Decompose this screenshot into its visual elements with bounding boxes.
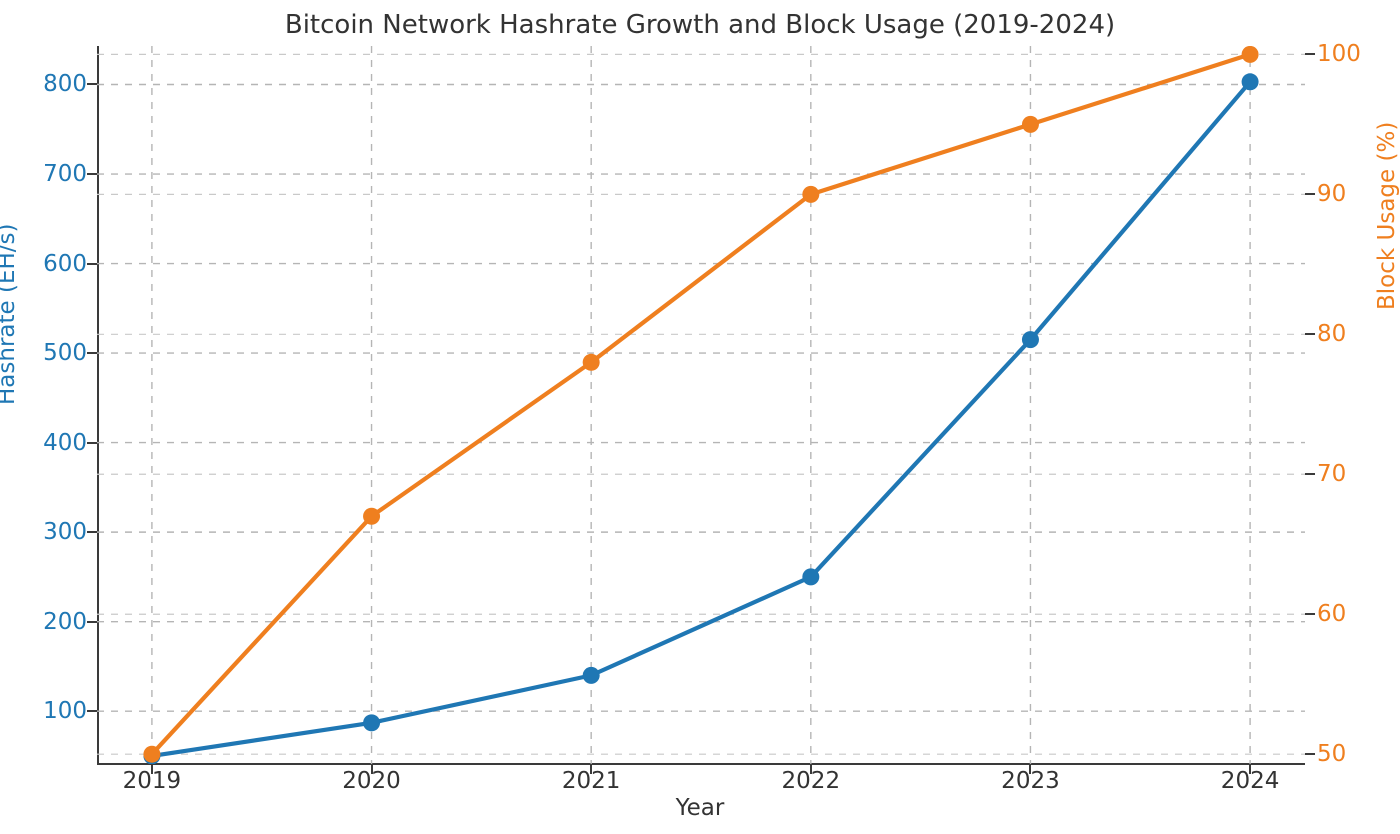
x-axis-spine [97,763,1305,765]
y-axis-right-tick-label: 70 [1317,461,1347,488]
data-point-1-3[interactable] [802,185,820,203]
y-axis-right-label: Block Usage (%) [1374,121,1400,310]
data-point-1-5[interactable] [1241,46,1259,63]
y-axis-right-tick-mark [1305,53,1315,56]
y-axis-left-tick-label: 700 [43,161,87,188]
data-point-0-5[interactable] [1241,73,1259,91]
data-point-1-1[interactable] [363,507,381,525]
data-point-1-2[interactable] [582,353,600,371]
plot-svg [97,46,1305,764]
grid-lines [97,46,1305,764]
y-axis-right-tick-label: 50 [1317,741,1347,768]
data-point-0-2[interactable] [582,666,600,684]
y-axis-left-tick-label: 200 [43,608,87,635]
x-axis-tick-mark [370,765,373,774]
y-axis-right-tick-mark [1305,473,1315,476]
x-axis-tick-mark [590,765,593,774]
plot-area [97,46,1305,764]
y-axis-right-tick-label: 80 [1317,321,1347,348]
y-axis-right-tick-mark [1305,193,1315,196]
y-axis-right-tick-mark [1305,333,1315,336]
y-axis-left-tick-mark [87,83,97,86]
y-axis-left-tick-mark [87,441,97,444]
y-axis-left-tick-mark [87,531,97,534]
x-axis-tick-mark [1249,765,1252,774]
y-axis-left-tick-mark [87,620,97,623]
y-axis-left-tick-label: 100 [43,698,87,725]
y-axis-left-tick-label: 500 [43,340,87,367]
x-axis-tick-mark [1029,765,1032,774]
y-axis-right-tick-mark [1305,753,1315,756]
chart-title: Bitcoin Network Hashrate Growth and Bloc… [284,10,1116,40]
y-axis-left-tick-label: 300 [43,519,87,546]
x-axis-tick-mark [150,765,153,774]
x-axis-tick-mark [809,765,812,774]
y-axis-right-tick-mark [1305,613,1315,616]
y-axis-left-tick-mark [87,352,97,355]
y-axis-left-tick-mark [87,710,97,713]
y-axis-left-tick-mark [87,262,97,265]
y-axis-left-label: Hashrate (EH/s) [0,223,20,405]
data-series-group [143,46,1259,764]
data-point-0-4[interactable] [1021,331,1039,349]
x-axis-label: Year [675,795,725,821]
series-line-0 [149,79,1253,759]
y-axis-right-tick-label: 60 [1317,601,1347,628]
y-axis-right-tick-label: 90 [1317,181,1347,208]
y-axis-left-tick-label: 800 [43,71,87,98]
data-point-1-0[interactable] [143,745,161,763]
series-line-1 [149,52,1253,757]
y-axis-right-tick-label: 100 [1317,41,1361,68]
y-axis-left-tick-label: 400 [43,429,87,456]
data-point-1-4[interactable] [1021,115,1039,133]
y-axis-left-tick-mark [87,173,97,176]
data-point-0-3[interactable] [802,568,820,586]
y-axis-left-spine [97,46,99,764]
data-point-0-1[interactable] [363,714,381,732]
y-axis-left-tick-label: 600 [43,250,87,277]
